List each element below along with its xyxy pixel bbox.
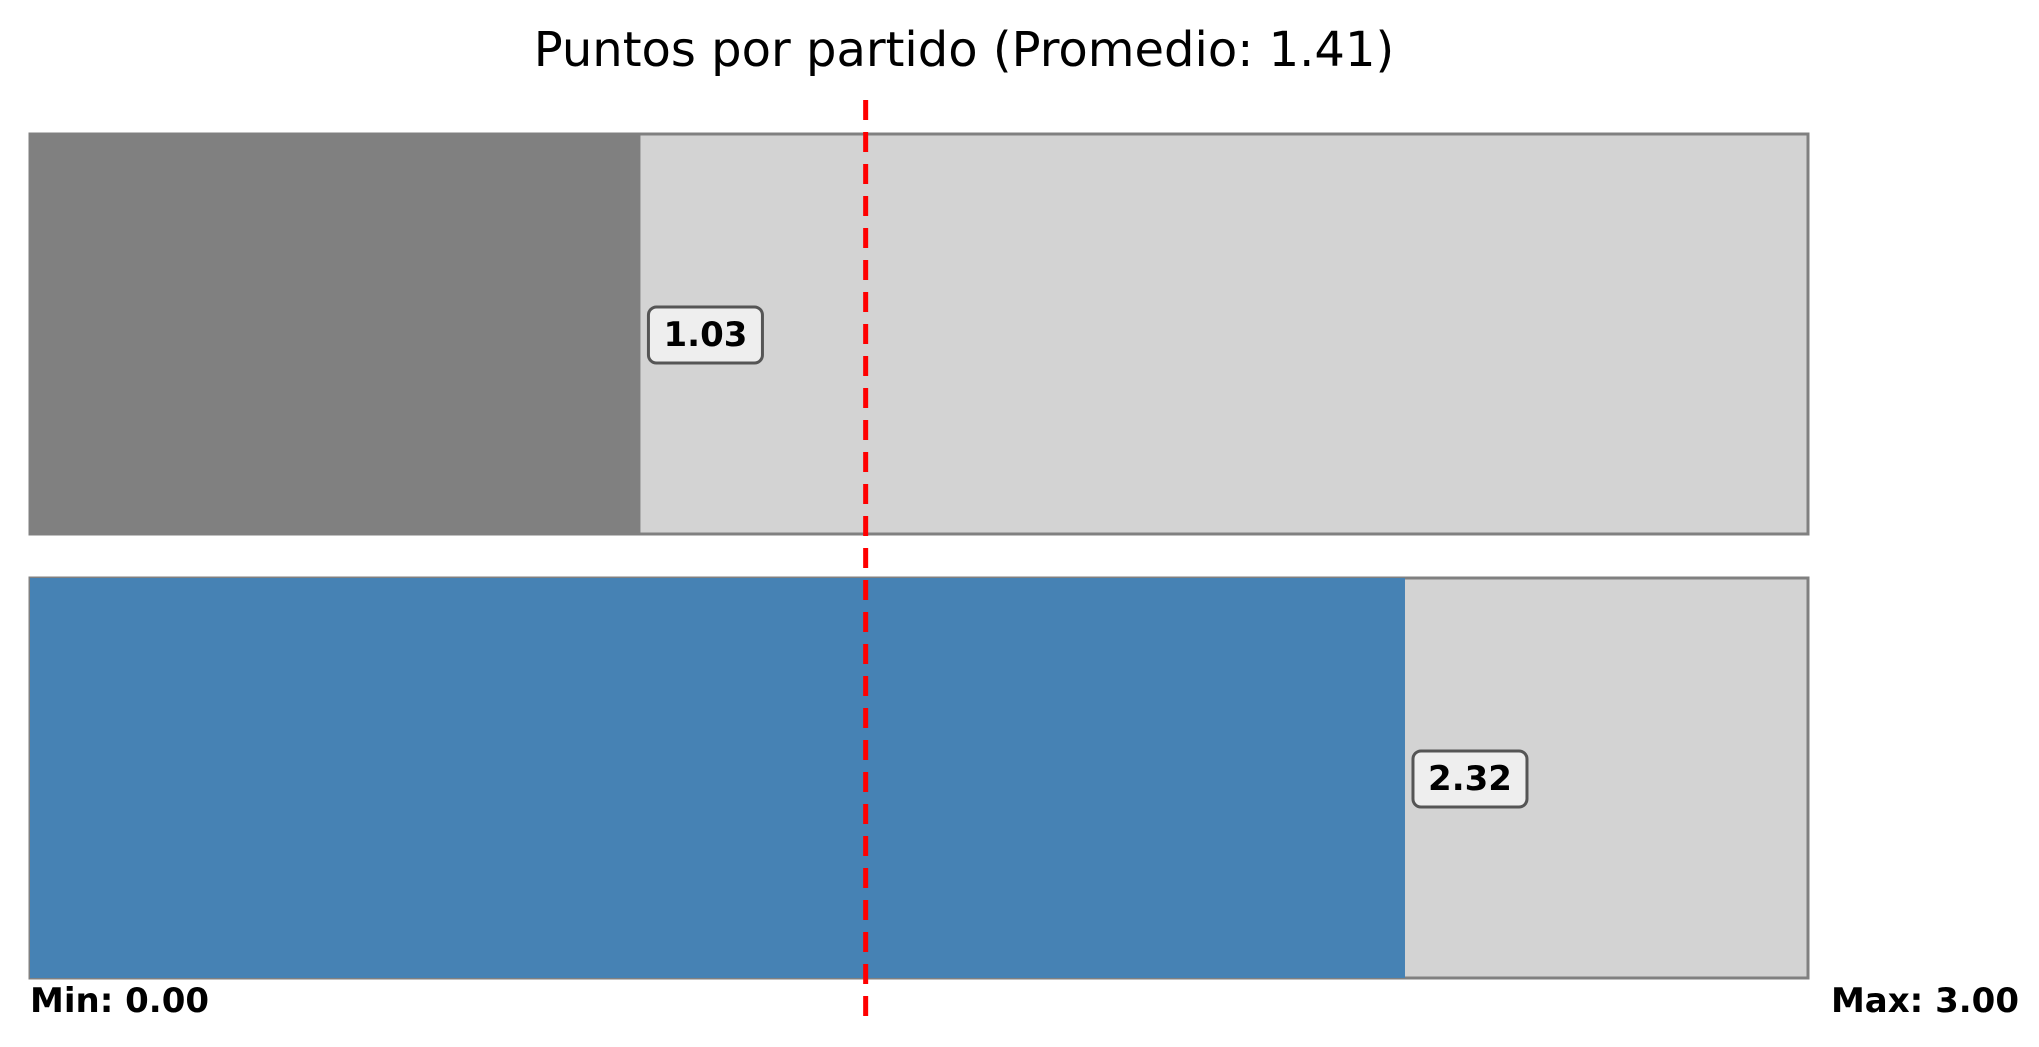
max-label: Max: 3.00 [1831,981,2019,1021]
value-label-box [646,305,764,365]
value-label: 2.32 [1428,759,1512,799]
chart-title: Puntos por partido (Promedio: 1.41) [534,22,1394,78]
value-label-box [1411,749,1529,809]
bars-layer: 1.03 2.32 [28,132,1810,980]
bar-row: 1.03 [28,132,1810,536]
bar-row: 2.32 [28,576,1810,980]
min-label: Min: 0.00 [30,981,209,1021]
value-label: 1.03 [664,315,748,355]
bar [30,134,641,534]
bar [30,578,1405,978]
